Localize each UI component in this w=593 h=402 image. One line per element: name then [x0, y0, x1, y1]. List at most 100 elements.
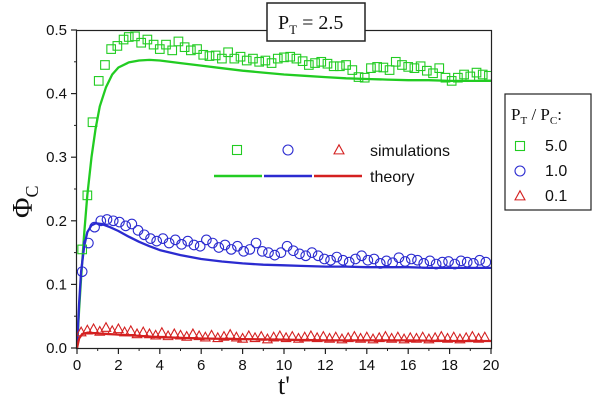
sim-point-circle — [182, 235, 194, 247]
sim-point-square — [77, 244, 88, 255]
sim-point-triangle — [323, 332, 336, 343]
sim-point-square — [112, 41, 123, 51]
y-axis-title: ΦC — [8, 186, 42, 218]
sim-point-square — [192, 44, 202, 54]
sim-point-circle — [405, 253, 417, 265]
sim-point-circle — [256, 245, 268, 257]
sim-point-triangle — [460, 331, 472, 343]
sim-point-triangle — [230, 331, 243, 342]
legend-sim-marker-triangle — [333, 143, 345, 155]
sim-point-circle — [350, 253, 361, 265]
sim-point-circle — [381, 255, 392, 267]
sim-point-triangle — [286, 330, 298, 341]
sim-point-square — [484, 70, 492, 81]
sim-point-square — [130, 31, 140, 42]
sim-point-circle — [412, 254, 423, 266]
sim-point-triangle — [410, 332, 423, 343]
legend-sim-marker-square — [231, 144, 243, 156]
ratio-legend-label-3: 0.1 — [545, 188, 567, 205]
sim-point-square — [440, 72, 451, 83]
sim-point-square — [366, 63, 376, 74]
sim-point-square — [409, 63, 420, 74]
sim-point-circle — [213, 242, 225, 253]
sim-point-circle — [362, 254, 374, 266]
sim-point-square — [397, 60, 407, 70]
sim-point-circle — [269, 249, 281, 261]
y-tick-label: 0.4 — [46, 86, 67, 103]
simulation-markers — [76, 31, 492, 344]
sim-point-circle — [294, 248, 305, 260]
sim-point-triangle — [143, 327, 156, 339]
sim-point-circle — [176, 238, 187, 250]
sim-point-circle — [201, 234, 212, 246]
sim-point-circle — [287, 245, 299, 257]
sim-point-triangle — [156, 326, 168, 337]
sim-point-triangle — [205, 329, 218, 340]
sim-point-triangle — [81, 324, 94, 335]
ratio-legend-marker-circle — [514, 165, 526, 177]
sim-point-triangle — [267, 331, 280, 342]
x-tick-label: 14 — [358, 357, 375, 374]
sim-point-circle — [101, 214, 113, 225]
sim-point-square — [161, 39, 171, 50]
sim-point-triangle — [187, 327, 199, 339]
sim-point-triangle — [249, 331, 261, 343]
sim-point-square — [359, 72, 370, 83]
sim-point-square — [272, 53, 283, 64]
sim-point-square — [477, 69, 488, 80]
sim-point-square — [87, 117, 98, 128]
sim-point-triangle — [441, 332, 454, 343]
sim-point-triangle — [448, 331, 460, 342]
x-tick-label: 0 — [73, 357, 81, 374]
theory-curve-5.0 — [76, 58, 491, 349]
axis-ticks: 0 2 4 6 8 10 12 14 16 18 20 0.0 0.1 0.2 0.3 0.4 0.5 — [46, 22, 499, 374]
sim-point-square — [82, 190, 93, 201]
x-tick-label: 8 — [238, 357, 246, 374]
y-axis-title-sub: C — [22, 186, 42, 198]
sim-point-triangle — [100, 321, 112, 332]
sim-point-square — [353, 72, 364, 82]
sim-point-square — [341, 60, 351, 70]
ratio-legend-marker-triangle — [514, 189, 526, 201]
sim-point-square — [285, 51, 296, 62]
sim-point-circle — [325, 254, 336, 266]
sim-point-square — [453, 72, 463, 83]
sim-point-triangle — [305, 329, 317, 341]
sim-point-triangle — [472, 332, 485, 343]
sim-point-square — [434, 63, 445, 74]
sim-point-square — [378, 62, 389, 73]
ratio-title-s2: C — [550, 115, 557, 127]
sim-point-square — [403, 62, 414, 72]
sim-point-square — [279, 52, 289, 63]
sim-point-square — [100, 60, 110, 70]
x-tick-label: 16 — [400, 357, 417, 374]
sim-point-triangle — [274, 329, 286, 341]
sim-point-circle — [194, 240, 206, 252]
sim-point-circle — [399, 256, 411, 267]
sim-point-triangle — [87, 322, 100, 334]
sim-point-circle — [107, 215, 119, 227]
sim-point-circle — [145, 233, 156, 244]
sim-point-circle — [114, 216, 125, 228]
sim-point-circle — [430, 258, 442, 270]
sim-point-square — [186, 45, 196, 56]
ratio-title-end: : — [557, 105, 562, 124]
sim-point-triangle — [125, 324, 137, 336]
sim-point-circle — [319, 253, 330, 265]
sim-point-triangle — [292, 332, 305, 343]
sim-point-circle — [449, 258, 461, 270]
sim-point-triangle — [137, 326, 149, 337]
sim-point-circle — [437, 256, 448, 268]
x-tick-label: 4 — [156, 357, 164, 374]
sim-point-circle — [238, 245, 249, 257]
sim-point-square — [179, 42, 190, 53]
sim-point-circle — [418, 258, 430, 269]
sim-point-circle — [151, 235, 163, 247]
x-tick-label: 20 — [483, 357, 500, 374]
y-tick-label: 0.0 — [46, 340, 67, 357]
ratio-legend-frame — [504, 93, 592, 211]
sim-point-square — [316, 56, 327, 67]
sim-point-square — [106, 44, 117, 54]
sim-point-square — [384, 65, 395, 75]
sim-point-triangle — [212, 331, 224, 343]
